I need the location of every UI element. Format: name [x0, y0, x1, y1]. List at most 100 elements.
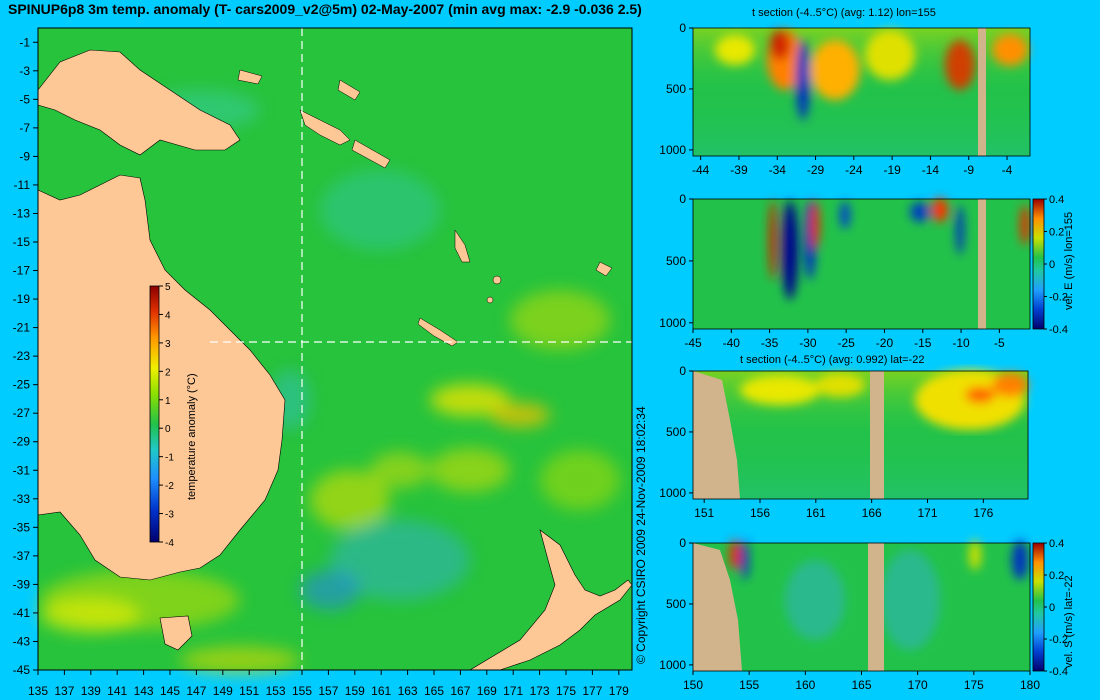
map-x-tick-label: 179	[609, 684, 629, 698]
map-y-tick-label: -7	[19, 121, 30, 135]
panel4-colorbar-tick-label: 0.2	[1049, 570, 1064, 582]
map-colorbar: 5 4 3 2 1 0 -1 -2 -3 -4	[149, 282, 174, 549]
panel2-colorbar-tick-label: 0.4	[1049, 194, 1064, 206]
map-title: SPINUP6p8 3m temp. anomaly (T- cars2009_…	[8, 1, 642, 17]
map-y-tick-label: -29	[13, 435, 31, 449]
panel4-x-tick-label: 170	[908, 678, 928, 692]
new-guinea	[37, 49, 241, 156]
map-x-tick-label: 149	[213, 684, 233, 698]
panel2-x-tick-label: -25	[838, 336, 856, 350]
panel2-x-tick-label: -30	[799, 336, 817, 350]
map-y-tick-label: -45	[13, 663, 31, 677]
panel2-x-tick-label: -20	[876, 336, 894, 350]
panel4-x-tick-label: 180	[1020, 678, 1040, 692]
panel4-colorbar-tick-label: 0.4	[1049, 538, 1064, 550]
map-x-tick-label: 177	[582, 684, 602, 698]
map-y-tick-label: -35	[13, 520, 31, 534]
tasmania	[159, 615, 193, 651]
panel4-x-tick-label: 155	[739, 678, 759, 692]
map-y-tick-label: -23	[13, 349, 31, 363]
panel1-x-tick-label: -34	[769, 163, 787, 177]
map-x-tick-label: 137	[54, 684, 74, 698]
panel4-colorbar-tick-label: -0.4	[1049, 666, 1068, 678]
panel4-plot	[692, 540, 1045, 672]
panel2-colorbar-tick-label: 0	[1049, 259, 1055, 271]
map-colorbar-tick-label: 4	[165, 310, 171, 321]
panel1-x-tick-label: -19	[883, 163, 901, 177]
australia	[37, 174, 286, 581]
panel4-y-tick-label: 1000	[659, 658, 686, 672]
panel2-x-tick-label: -45	[684, 336, 702, 350]
map-colorbar-tick-label: 3	[165, 339, 171, 350]
panel2-x-tick-label: -10	[952, 336, 970, 350]
map-y-tick-label: -3	[19, 64, 30, 78]
panel3-plot	[692, 370, 1029, 500]
panel1-x-tick-label: -24	[845, 163, 863, 177]
map-x-tick-label: 135	[28, 684, 48, 698]
panel2-x-tick-label: -15	[914, 336, 932, 350]
panel4-colorbar-tick-label: 0	[1049, 602, 1055, 614]
panel2-y-tick-label: 0	[679, 192, 686, 206]
map-colorbar-tick-label: -2	[165, 481, 174, 492]
map-colorbar-label: temperature anomaly (°C)	[186, 373, 198, 500]
map-y-tick-label: -31	[13, 463, 31, 477]
panel4-x-tick-label: 165	[851, 678, 871, 692]
panel1-y-tick-label: 1000	[659, 143, 686, 157]
map-y-tick-label: -43	[13, 634, 31, 648]
panel2-colorbar-tick-label: -0.4	[1049, 324, 1068, 336]
map-y-tick-label: -1	[19, 35, 30, 49]
map-x-tick-label: 159	[345, 684, 365, 698]
anomaly-blobs	[40, 90, 620, 674]
panel1-x-tick-label: -44	[692, 163, 710, 177]
panel1-y-tick-label: 500	[666, 82, 686, 96]
panel4-colorbar-tick-label: -0.2	[1049, 634, 1068, 646]
panel2-x-tick-label: -5	[994, 336, 1005, 350]
panel2-colorbar-tick-label: -0.2	[1049, 292, 1068, 304]
panel3-x-tick-label: 166	[862, 506, 882, 520]
panel2-colorbar-tick-label: 0.2	[1049, 227, 1064, 239]
panel1-title: t section (-4..5°C) (avg: 1.12) lon=155	[752, 7, 936, 19]
map-y-tick-label: -33	[13, 492, 31, 506]
map-y-tick-label: -41	[13, 606, 31, 620]
map-chart: 135 137 139 141 143 145 147 149 151 153 155 157 159 1…	[13, 27, 633, 698]
map-x-tick-label: 143	[134, 684, 154, 698]
panel3-x-tick-label: 156	[750, 506, 770, 520]
map-y-tick-label: -17	[13, 264, 31, 278]
panel4-colorbar	[1032, 542, 1045, 672]
new-zealand	[468, 529, 633, 671]
panel3-y-tick-label: 500	[666, 425, 686, 439]
map-x-tick-label: 175	[556, 684, 576, 698]
panel2-plot	[692, 198, 1045, 330]
map-y-tick-label: -9	[19, 149, 30, 163]
map-x-tick-label: 173	[530, 684, 550, 698]
map-y-tick-label: -25	[13, 378, 31, 392]
map-x-tick-label: 145	[160, 684, 180, 698]
map-x-tick-label: 171	[503, 684, 523, 698]
map-y-tick-label: -15	[13, 235, 31, 249]
map-x-tick-label: 147	[186, 684, 206, 698]
map-colorbar-tick-label: -4	[165, 538, 174, 549]
panel4-x-tick-label: 150	[683, 678, 703, 692]
map-y-tick-label: -37	[13, 549, 31, 563]
map-y-tick-label: -13	[13, 206, 31, 220]
map-y-tick-label: -39	[13, 577, 31, 591]
panel1-x-tick-label: -39	[730, 163, 748, 177]
panel4-x-tick-label: 160	[795, 678, 815, 692]
map-y-tick-label: -5	[19, 92, 30, 106]
panel1-x-tick-label: -29	[807, 163, 825, 177]
map-x-tick-label: 139	[81, 684, 101, 698]
panel1-y-tick-label: 0	[679, 21, 686, 35]
map-x-tick-label: 141	[107, 684, 127, 698]
panel1-plot	[692, 27, 1031, 157]
panel2-x-tick-label: -40	[723, 336, 741, 350]
panel1-x-tick-label: -4	[1002, 163, 1013, 177]
map-colorbar-tick-label: -3	[165, 510, 174, 521]
panel3-title: t section (-4..5°C) (avg: 0.992) lat=-22	[740, 354, 925, 366]
map-x-ticks: 135 137 139 141 143 145 147 149 151 153 155 157 159 1…	[28, 670, 629, 698]
map-y-tick-label: -21	[13, 321, 31, 335]
panel2-colorbar	[1032, 198, 1045, 330]
map-colorbar-tick-label: 1	[165, 396, 171, 407]
panel4-y-tick-label: 0	[679, 536, 686, 550]
panel2-y-tick-label: 1000	[659, 316, 686, 330]
panel3-x-tick-label: 151	[694, 506, 714, 520]
